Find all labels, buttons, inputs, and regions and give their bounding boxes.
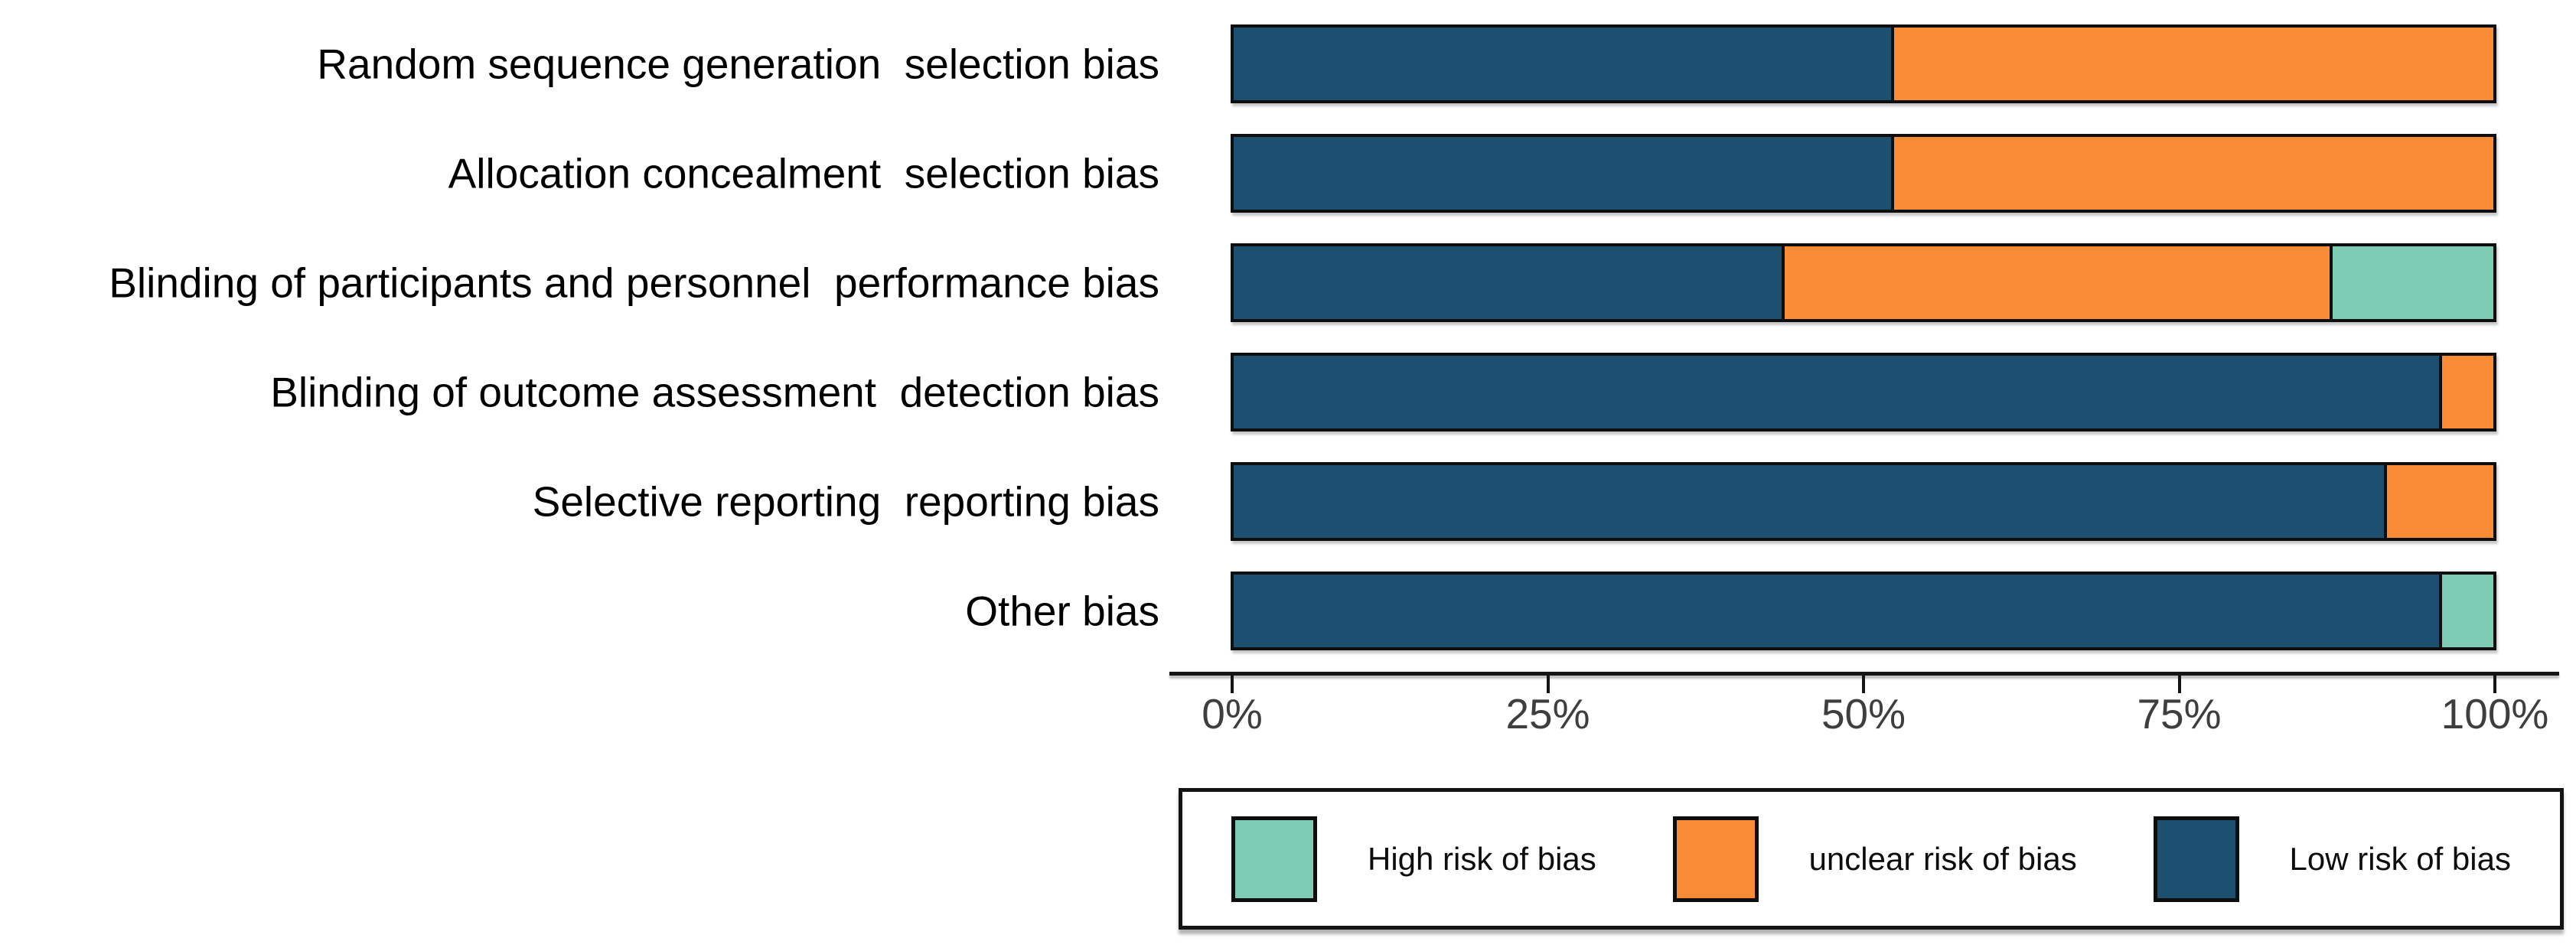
legend-item-unclear-risk: unclear risk of bias	[1672, 816, 2077, 902]
stacked-bar-row	[1231, 353, 2496, 432]
x-axis-tick-label: 75%	[2137, 690, 2222, 738]
category-label: Random sequence generation selection bia…	[317, 40, 1159, 87]
x-axis-tick	[2493, 672, 2496, 693]
bar-segment-unclear-risk	[1782, 246, 2330, 319]
x-axis-tick-label: 50%	[1821, 690, 1906, 738]
bar-segment-low-risk	[1234, 137, 1892, 210]
legend-swatch-unclear-risk	[1672, 816, 1759, 902]
stacked-bar-row	[1231, 462, 2496, 541]
category-label: Other bias	[965, 587, 1159, 634]
bar-segment-low-risk	[1234, 575, 2440, 647]
bar-segment-unclear-risk	[2439, 356, 2493, 428]
x-axis-tick	[1862, 672, 1865, 693]
stacked-bar-row	[1231, 134, 2496, 213]
legend-item-high-risk: High risk of bias	[1231, 816, 1596, 902]
category-label: Selective reporting reporting bias	[532, 477, 1159, 525]
bar-segment-unclear-risk	[1891, 28, 2493, 100]
stacked-bar-row	[1231, 243, 2496, 322]
bar-segment-high-risk	[2439, 575, 2493, 647]
x-axis-tick-label: 25%	[1505, 690, 1590, 738]
stacked-bar-row	[1231, 572, 2496, 650]
bar-segment-unclear-risk	[2383, 465, 2493, 538]
legend-box: High risk of bias unclear risk of bias L…	[1179, 788, 2564, 930]
bar-segment-low-risk	[1234, 246, 1782, 319]
x-axis-tick-label: 100%	[2441, 690, 2549, 738]
category-label: Allocation concealment selection bias	[448, 149, 1159, 197]
bar-segment-high-risk	[2330, 246, 2493, 319]
bar-segment-low-risk	[1234, 465, 2384, 538]
x-axis-tick	[1546, 672, 1550, 693]
bar-segment-unclear-risk	[1891, 137, 2493, 210]
plot-area	[1231, 0, 2496, 689]
legend-swatch-low-risk	[2153, 816, 2239, 902]
legend-label-high-risk: High risk of bias	[1368, 840, 1596, 877]
bar-segment-low-risk	[1234, 356, 2440, 428]
category-label: Blinding of outcome assessment detection…	[270, 368, 1159, 415]
legend-label-unclear-risk: unclear risk of bias	[1808, 840, 2077, 877]
stacked-bar-row	[1231, 24, 2496, 103]
legend-label-low-risk: Low risk of bias	[2289, 840, 2511, 877]
bar-segment-low-risk	[1234, 28, 1892, 100]
category-label: Blinding of participants and personnel p…	[109, 259, 1159, 306]
x-axis-tick	[2177, 672, 2181, 693]
legend-item-low-risk: Low risk of bias	[2153, 816, 2511, 902]
legend-swatch-high-risk	[1231, 816, 1317, 902]
x-axis-tick-label: 0%	[1202, 690, 1263, 738]
x-axis-tick	[1231, 672, 1234, 693]
